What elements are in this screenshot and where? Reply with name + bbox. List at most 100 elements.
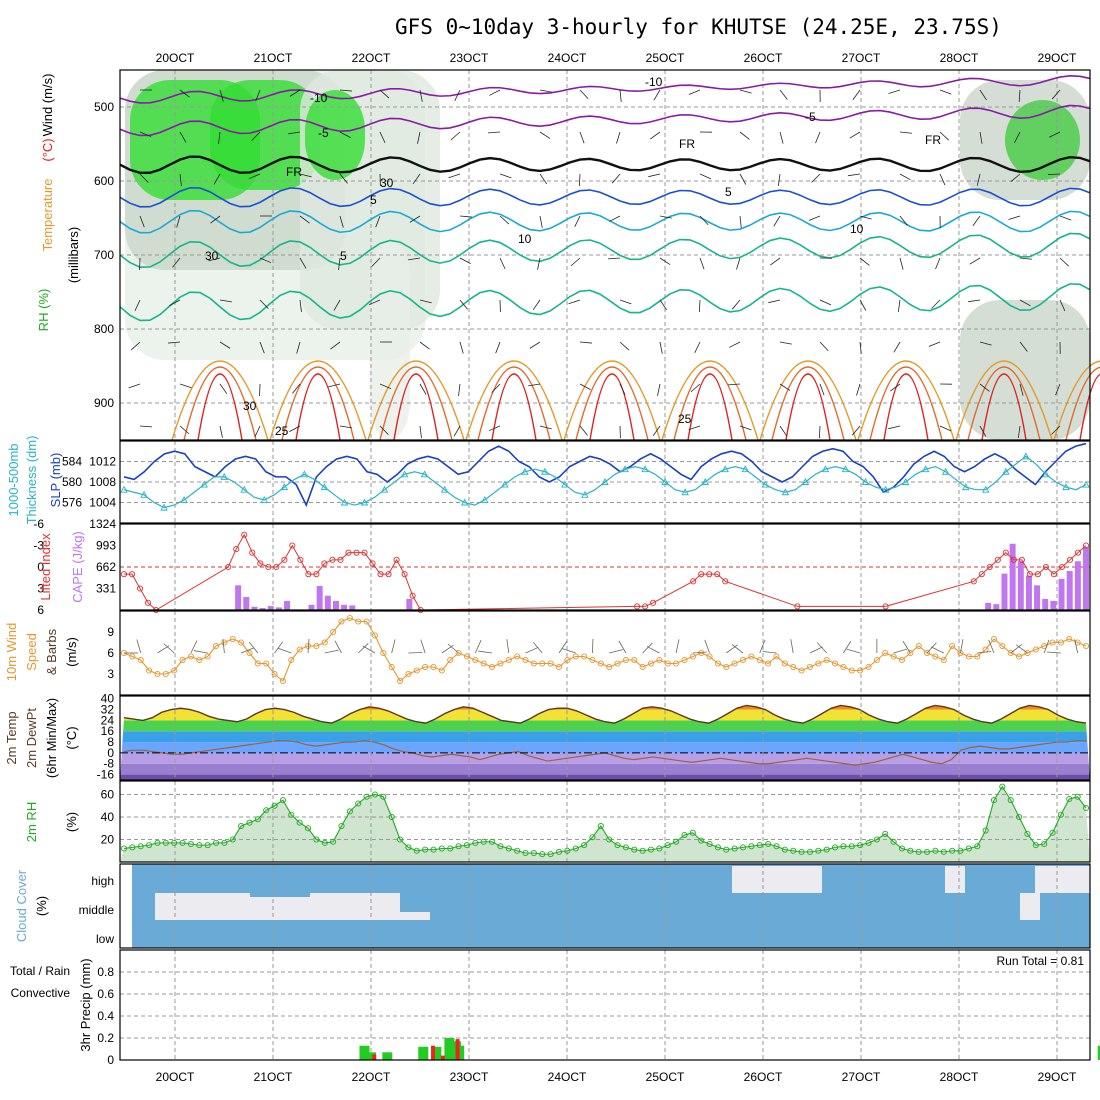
panel-axis-label: CAPE (J/kg) <box>70 531 85 603</box>
rh-marker <box>999 783 1006 790</box>
x-tick-label-top: 23OCT <box>450 51 489 65</box>
wind-barb <box>619 383 626 396</box>
wind-barb <box>248 641 259 654</box>
wind-barb <box>659 215 672 219</box>
warm-contour <box>771 366 845 441</box>
lifted-index-marker <box>634 603 641 610</box>
rh-marker <box>120 845 128 852</box>
temp-band <box>120 763 1090 775</box>
wind-barb <box>139 425 152 428</box>
rh-marker <box>781 846 788 853</box>
lifted-index-marker <box>241 531 248 538</box>
wind-barb <box>134 299 141 312</box>
wind-barb <box>890 383 901 392</box>
wind-speed-marker <box>664 660 671 667</box>
wind-barb <box>339 89 352 92</box>
warm-contour <box>661 360 759 441</box>
rh-marker <box>898 845 906 852</box>
wind-barb <box>935 257 941 270</box>
wind-barb <box>379 89 390 99</box>
wind-barb <box>419 341 430 350</box>
rh-marker <box>614 842 621 849</box>
wind-barb <box>688 89 701 95</box>
thickness-marker <box>841 465 850 473</box>
thickness-marker <box>641 465 649 473</box>
temp-bands <box>120 705 1090 780</box>
rh-marker <box>990 797 998 804</box>
rh-marker <box>271 802 278 809</box>
wind-barb <box>611 173 621 184</box>
warm-contour <box>281 366 355 441</box>
wind-barb <box>1055 383 1061 396</box>
lifted-index-marker <box>393 556 400 563</box>
x-tick-label-top: 25OCT <box>646 51 685 65</box>
x-tick-label-bottom: 29OCT <box>1038 1070 1077 1084</box>
rh-marker <box>1024 830 1031 837</box>
wind-barb <box>739 425 752 431</box>
rh-marker <box>915 848 922 855</box>
rh-marker <box>296 819 303 826</box>
wind-barb <box>218 131 221 144</box>
wind-barb <box>779 341 792 345</box>
precip-total-bar <box>1097 1045 1100 1060</box>
wind-speed-marker <box>639 663 646 671</box>
wind-speed-marker <box>380 649 387 657</box>
lifted-index-marker <box>313 571 320 578</box>
thickness-marker <box>821 465 830 473</box>
rh-marker <box>581 842 588 849</box>
wind-speed-marker <box>313 642 320 650</box>
rh-marker <box>714 844 721 851</box>
wind-barb <box>939 131 950 141</box>
wind-barb <box>618 640 627 654</box>
wind-barb <box>459 257 471 264</box>
temp-tick-label: 16 <box>101 724 115 738</box>
thickness-marker <box>982 485 990 493</box>
wind-barb <box>817 642 827 654</box>
wind-barb <box>852 89 861 100</box>
lifted-cape-panel: -6 -3 0 3 6 1324 993 662 331 <box>33 517 1091 617</box>
wind-barb <box>1051 89 1061 100</box>
wind-barb <box>172 257 181 268</box>
panel-frame <box>119 780 1091 863</box>
wind-barb <box>1019 341 1028 352</box>
rh-marker <box>263 807 270 814</box>
cape-bar <box>259 608 266 610</box>
wind-speed-marker <box>1049 639 1056 646</box>
cape-bar <box>1009 543 1016 610</box>
y-tick-label: 500 <box>94 100 114 114</box>
temp-tick-label: 0 <box>107 746 114 760</box>
wind-speed-marker <box>154 670 161 678</box>
rh-marker <box>338 822 345 830</box>
wind-barb <box>459 341 464 354</box>
wind-barb <box>739 173 747 185</box>
lifted-index-marker <box>1082 542 1090 549</box>
contour-label: 25 <box>678 412 692 426</box>
rh-marker <box>413 847 420 854</box>
wind-barb <box>259 341 265 354</box>
rh-marker <box>129 844 136 851</box>
contour-label: FR <box>925 133 941 147</box>
x-tick-label-bottom: 20OCT <box>156 1070 195 1084</box>
rh-marker <box>229 836 236 843</box>
wind-barb <box>478 650 493 654</box>
wind-barb <box>299 299 302 312</box>
contour-label: -10 <box>310 91 328 105</box>
wind-speed-marker <box>397 677 404 685</box>
wind-barb <box>979 383 990 392</box>
warm-contour <box>1065 366 1100 441</box>
wind-barb <box>977 651 992 654</box>
isotherm-line <box>119 104 1091 137</box>
rh-marker <box>430 846 437 853</box>
wind-barb <box>777 173 781 186</box>
wind-barb <box>808 215 821 221</box>
wind-barb <box>609 215 621 222</box>
rh-marker <box>221 839 228 846</box>
rh-marker <box>480 838 487 845</box>
thickness-marker <box>120 485 128 493</box>
wind-barb <box>926 642 937 654</box>
x-axis-bottom: 20OCT 21OCT 22OCT 23OCT 24OCT 25OCT 26OCT 27OCT… <box>156 1070 1077 1084</box>
x-tick-label-top: 20OCT <box>156 51 195 65</box>
cape-bar <box>993 604 1000 610</box>
thickness-marker <box>521 467 529 475</box>
wind-barb <box>888 89 901 94</box>
